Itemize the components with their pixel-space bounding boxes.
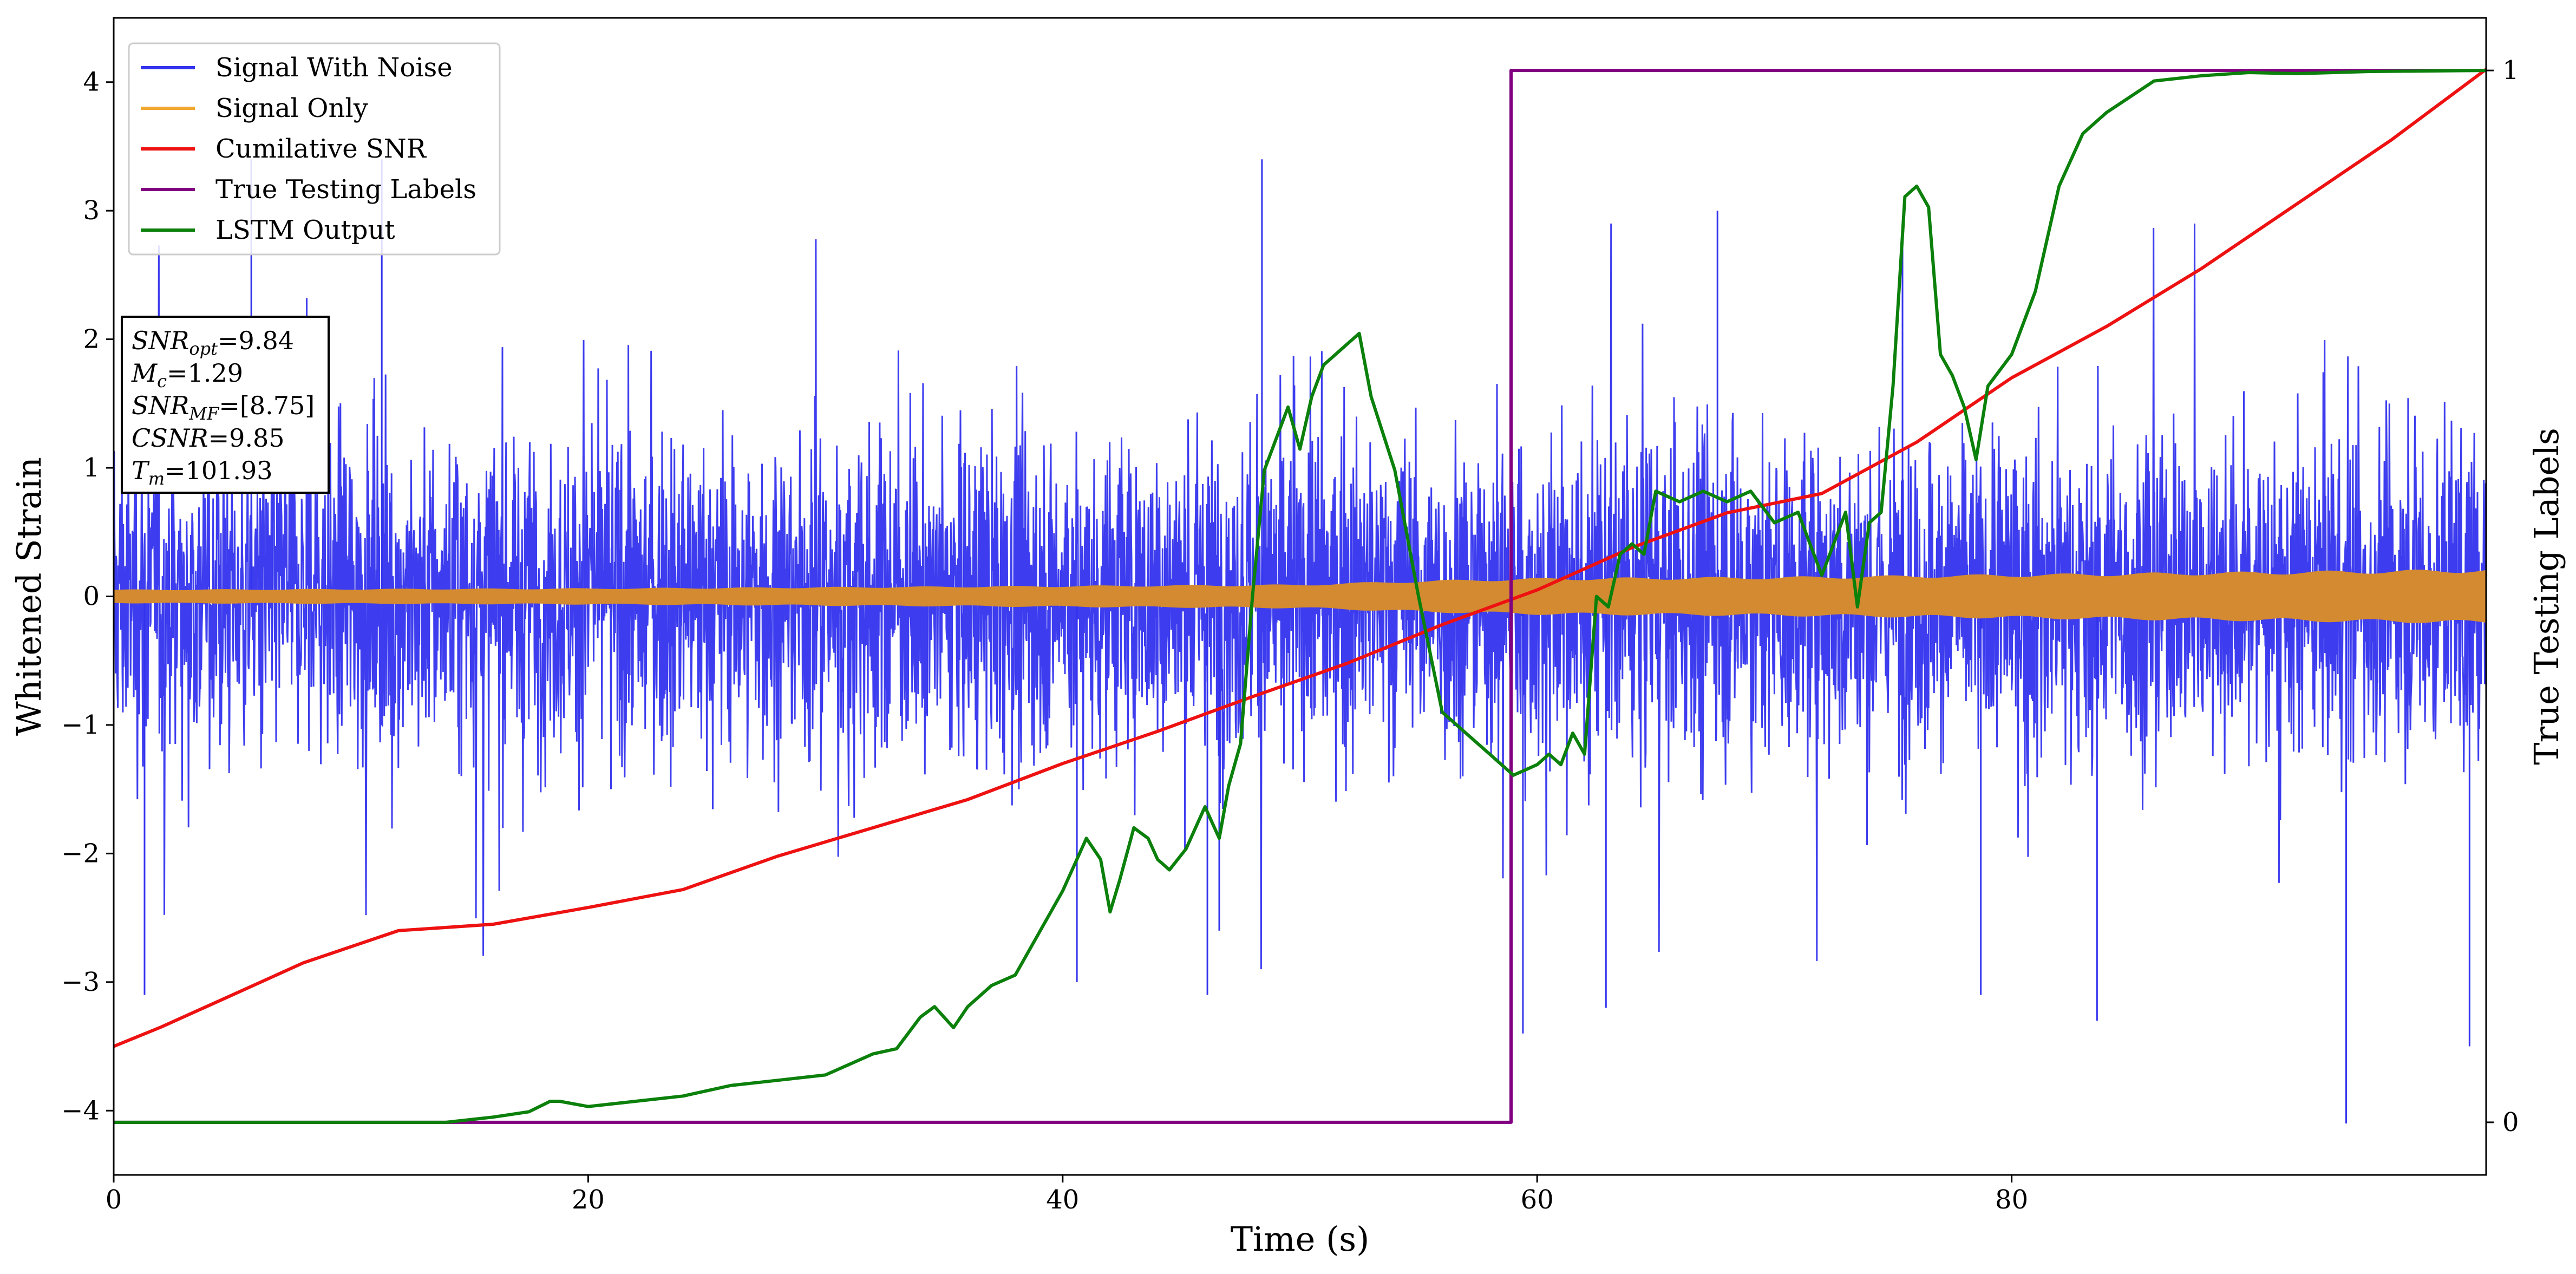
legend-label: Signal With Noise xyxy=(215,53,453,83)
legend-frame xyxy=(128,42,501,256)
y2-axis-label: True Testing Labels xyxy=(2527,428,2566,765)
y2-tick-label: 0 xyxy=(2502,1107,2519,1138)
x-tick-label: 60 xyxy=(1521,1185,1554,1215)
x-tick-label: 80 xyxy=(1995,1185,2028,1215)
info-box-line: SNRMF=[8.75] xyxy=(132,391,315,424)
y-axis-label: Whitened Strain xyxy=(9,457,49,736)
x-tick-label: 20 xyxy=(572,1185,605,1215)
info-box-line: SNRopt=9.84 xyxy=(132,326,294,359)
legend-label: LSTM Output xyxy=(215,215,395,245)
y-tick-label: −3 xyxy=(61,967,100,997)
y-tick-label: 4 xyxy=(83,67,100,97)
series-signal-with-noise xyxy=(114,223,2486,970)
series-true-testing-labels xyxy=(114,69,2486,1124)
y-tick-label: −1 xyxy=(61,710,100,740)
series-layer xyxy=(114,68,2486,1124)
info-box: SNRopt=9.84Mc=1.29SNRMF=[8.75]CSNR=9.85T… xyxy=(121,316,330,494)
series-lstm-output xyxy=(114,69,2486,1124)
y-tick-label: 3 xyxy=(83,195,100,226)
y-tick-label: −2 xyxy=(61,838,100,868)
x-tick-label: 40 xyxy=(1046,1185,1079,1215)
x-tick-label: 0 xyxy=(106,1185,122,1215)
info-box-frame xyxy=(121,316,330,494)
x-axis-label: Time (s) xyxy=(1231,1219,1370,1259)
info-box-line: Mc=1.29 xyxy=(131,358,243,391)
y-tick-label: 0 xyxy=(83,582,100,612)
y-tick-label: −4 xyxy=(61,1095,100,1126)
series-signal-only xyxy=(114,570,2486,623)
y-tick-label: 1 xyxy=(83,453,100,483)
legend-label: Signal Only xyxy=(215,93,368,123)
legend-label: True Testing Labels xyxy=(215,174,476,205)
info-box-line: Tm=101.93 xyxy=(132,456,273,489)
y2-tick-label: 1 xyxy=(2502,55,2519,86)
info-box-line: CSNR=9.85 xyxy=(132,423,285,453)
legend-label: Cumilative SNR xyxy=(215,134,427,164)
y-tick-label: 2 xyxy=(83,324,100,355)
legend: Signal With Noise Signal Only Cumilative S… xyxy=(128,42,501,256)
series-cumulative-snr xyxy=(114,68,2486,1048)
